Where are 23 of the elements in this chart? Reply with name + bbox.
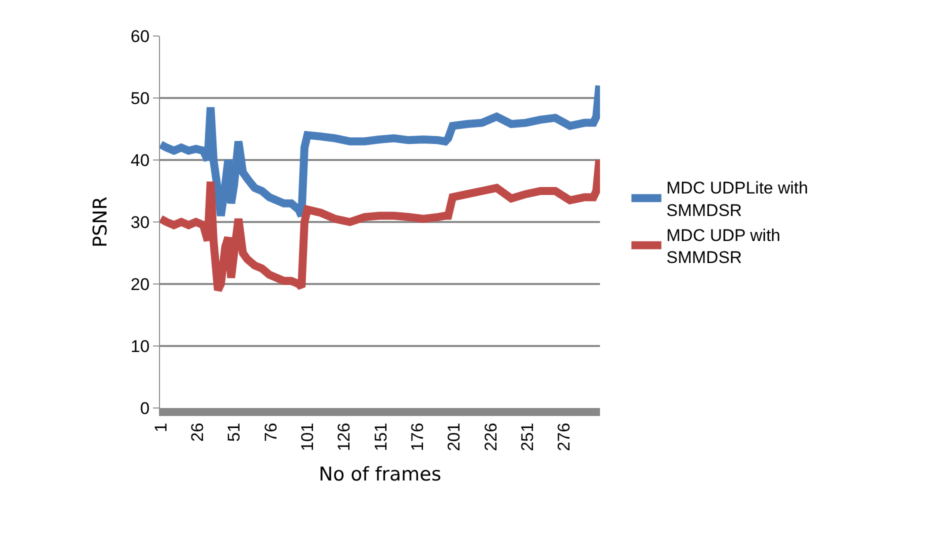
x-tick-label: 76 (261, 422, 280, 442)
y-tick-label: 40 (130, 150, 150, 170)
legend-label: MDC UDP with SMMDSR (666, 226, 780, 267)
x-axis-title: No of frames (318, 463, 442, 486)
y-tick-label: 60 (130, 26, 150, 46)
y-tick-label: 20 (130, 274, 150, 294)
y-tick-label: 0 (140, 398, 150, 418)
x-tick-label: 1 (151, 422, 170, 432)
x-tick-label: 26 (188, 422, 207, 442)
y-tick-label: 30 (130, 212, 150, 232)
x-tick-label: 126 (334, 422, 354, 452)
x-tick-label: 251 (518, 422, 537, 452)
y-tick-label: 10 (130, 336, 150, 356)
x-tick-label: 101 (298, 422, 317, 452)
legend-label: MDC UDPLite with SMMDSR (666, 178, 808, 220)
y-tick-label: 50 (130, 88, 150, 108)
x-tick-label: 51 (224, 422, 244, 442)
x-tick-label: 176 (408, 422, 427, 452)
x-tick-label: 226 (481, 422, 500, 452)
y-axis-title: PSNR (90, 196, 112, 248)
x-tick-label: 151 (371, 422, 390, 452)
x-tick-label: 276 (554, 422, 574, 452)
x-tick-label: 201 (444, 422, 464, 452)
